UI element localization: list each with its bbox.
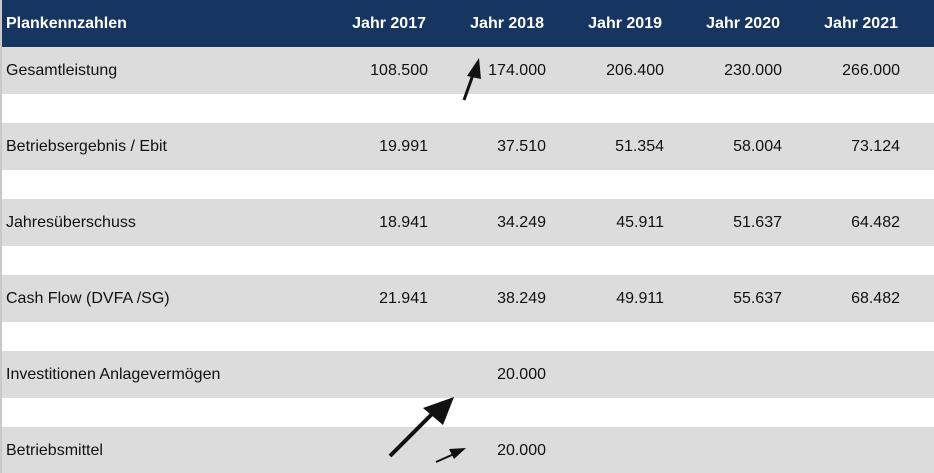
table-row-investitionen: Investitionen Anlagevermögen 20.000: [2, 351, 934, 398]
value-cell-2020[interactable]: 51.637: [733, 213, 782, 231]
header-label-cell[interactable]: Plankennzahlen: [6, 14, 127, 32]
table-row-betriebsmittel: Betriebsmittel 20.000: [2, 427, 934, 473]
table-row-betriebsergebnis: Betriebsergebnis / Ebit 19.991 37.510 51…: [2, 123, 934, 170]
spacer-row: [2, 246, 934, 275]
spacer-row: [2, 398, 934, 427]
table-row-cash-flow: Cash Flow (DVFA /SG) 21.941 38.249 49.91…: [2, 275, 934, 322]
value-cell-2020[interactable]: 58.004: [733, 137, 782, 155]
value-cell-2018[interactable]: 34.249: [497, 213, 546, 231]
header-year-2020[interactable]: Jahr 2020: [706, 14, 780, 32]
header-year-2021[interactable]: Jahr 2021: [824, 14, 898, 32]
value-cell-2017[interactable]: 18.941: [379, 213, 428, 231]
spacer-row: [2, 170, 934, 199]
header-year-2018[interactable]: Jahr 2018: [470, 14, 544, 32]
value-cell-2018[interactable]: 174.000: [488, 61, 546, 79]
value-cell-2017[interactable]: 19.991: [379, 137, 428, 155]
value-cell-2020[interactable]: 230.000: [724, 61, 782, 79]
row-label-cell[interactable]: Betriebsmittel: [6, 441, 103, 459]
header-year-2019[interactable]: Jahr 2019: [588, 14, 662, 32]
table-row-jahresueberschuss: Jahresüberschuss 18.941 34.249 45.911 51…: [2, 199, 934, 246]
spacer-row: [2, 94, 934, 123]
value-cell-2021[interactable]: 68.482: [851, 289, 900, 307]
value-cell-2017[interactable]: 21.941: [379, 289, 428, 307]
value-cell-2018[interactable]: 20.000: [497, 441, 546, 459]
value-cell-2018[interactable]: 37.510: [497, 137, 546, 155]
row-label-cell[interactable]: Investitionen Anlagevermögen: [6, 365, 221, 383]
value-cell-2021[interactable]: 266.000: [842, 61, 900, 79]
sheet-left-border: [0, 0, 2, 473]
table-row-gesamtleistung: Gesamtleistung 108.500 174.000 206.400 2…: [2, 47, 934, 94]
value-cell-2019[interactable]: 206.400: [606, 61, 664, 79]
header-year-2017[interactable]: Jahr 2017: [352, 14, 426, 32]
row-label-cell[interactable]: Cash Flow (DVFA /SG): [6, 289, 170, 307]
spacer-row: [2, 322, 934, 351]
value-cell-2019[interactable]: 49.911: [616, 289, 664, 307]
value-cell-2017[interactable]: 108.500: [370, 61, 428, 79]
table-header-row: Plankennzahlen Jahr 2017 Jahr 2018 Jahr …: [2, 0, 934, 47]
value-cell-2019[interactable]: 45.911: [616, 213, 664, 231]
row-label-cell[interactable]: Jahresüberschuss: [6, 213, 136, 231]
value-cell-2018[interactable]: 20.000: [497, 365, 546, 383]
row-label-cell[interactable]: Betriebsergebnis / Ebit: [6, 137, 167, 155]
value-cell-2021[interactable]: 73.124: [851, 137, 900, 155]
row-label-cell[interactable]: Gesamtleistung: [6, 61, 118, 79]
value-cell-2021[interactable]: 64.482: [851, 213, 900, 231]
value-cell-2019[interactable]: 51.354: [615, 137, 664, 155]
value-cell-2018[interactable]: 38.249: [497, 289, 546, 307]
value-cell-2020[interactable]: 55.637: [733, 289, 782, 307]
